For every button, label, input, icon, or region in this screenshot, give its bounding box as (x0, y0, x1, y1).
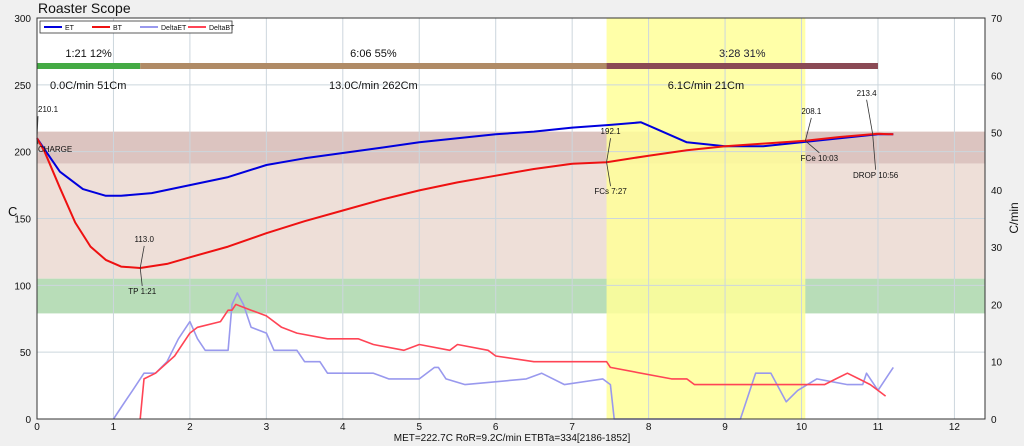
x-tick-label: 1 (111, 422, 117, 433)
event-value-label: 210.1 (38, 105, 59, 114)
legend-label: ET (65, 25, 75, 32)
phase-label: 3:28 31% (719, 48, 766, 60)
chart-title: Roaster Scope (38, 0, 131, 16)
left-axis-label: C (8, 204, 17, 219)
x-tick-label: 6 (493, 422, 499, 433)
y2-tick-label: 30 (991, 243, 1003, 254)
event-pointer (872, 133, 877, 170)
x-tick-label: 8 (646, 422, 652, 433)
phase-bar (140, 63, 607, 69)
event-pointer (606, 138, 611, 163)
y-tick-label: 50 (20, 348, 32, 359)
phase-label: 6:06 55% (350, 48, 397, 60)
plot-frame (36, 17, 986, 420)
pale-band (37, 163, 985, 279)
y2-tick-label: 70 (991, 14, 1003, 25)
event-pointer (804, 117, 812, 141)
event-pointer (606, 162, 611, 187)
x-tick-label: 10 (796, 422, 808, 433)
legend-label: DeltaET (161, 25, 187, 32)
event-pointer (139, 267, 143, 287)
x-tick-label: 3 (264, 422, 270, 433)
x-tick-label: 0 (34, 422, 40, 433)
y-tick-label: 0 (25, 415, 31, 426)
y2-tick-label: 10 (991, 358, 1003, 369)
event-value-label: 192.1 (601, 127, 622, 136)
event-label: FCs 7:27 (594, 187, 627, 196)
phase-stat-label: 13.0C/min 262Cm (329, 80, 418, 92)
series-line-et (36, 121, 894, 197)
y2-tick-label: 60 (991, 71, 1003, 82)
legend-label: BT (113, 25, 123, 32)
y2-tick-label: 50 (991, 129, 1003, 140)
y2-tick-label: 20 (991, 300, 1003, 311)
series-line-deltabt (139, 303, 887, 420)
event-label: FCe 10:03 (801, 154, 839, 163)
upper-band (37, 131, 985, 164)
phase-label: 1:21 12% (65, 48, 112, 60)
series-line-bt (36, 132, 894, 269)
x-tick-label: 4 (340, 422, 346, 433)
event-label: CHARGE (38, 145, 72, 154)
x-tick-label: 9 (722, 422, 728, 433)
y-tick-label: 200 (14, 148, 31, 159)
phase-stat-label: 0.0C/min 51Cm (50, 80, 126, 92)
event-value-label: 208.1 (801, 107, 822, 116)
event-pointer (139, 245, 145, 269)
legend-label: DeltaBT (209, 25, 235, 32)
y-tick-label: 100 (14, 281, 31, 292)
y2-tick-label: 0 (991, 415, 997, 426)
x-tick-label: 5 (416, 422, 422, 433)
event-pointer (805, 140, 820, 154)
phase-bar (37, 63, 141, 69)
status-bar: MET=222.7C RoR=9.2C/min ETBTa=334[2186-1… (394, 433, 631, 444)
right-axis-label: C/min (1007, 202, 1021, 233)
event-label: TP 1:21 (128, 287, 156, 296)
event-pointer (866, 99, 874, 134)
y-tick-label: 250 (14, 81, 31, 92)
phase-stat-label: 6.1C/min 21Cm (668, 80, 744, 92)
x-tick-label: 12 (949, 422, 961, 433)
x-tick-label: 11 (873, 422, 884, 433)
event-value-label: 213.4 (857, 89, 878, 98)
x-tick-label: 2 (187, 422, 193, 433)
y2-tick-label: 40 (991, 186, 1003, 197)
x-tick-label: 7 (569, 422, 575, 433)
event-label: DROP 10:56 (853, 171, 899, 180)
event-value-label: 113.0 (134, 235, 154, 244)
y-tick-label: 300 (14, 14, 31, 25)
phase-bar (606, 63, 878, 69)
legend-box (39, 20, 233, 34)
y-tick-label: 150 (14, 215, 31, 226)
green-band (37, 278, 985, 314)
